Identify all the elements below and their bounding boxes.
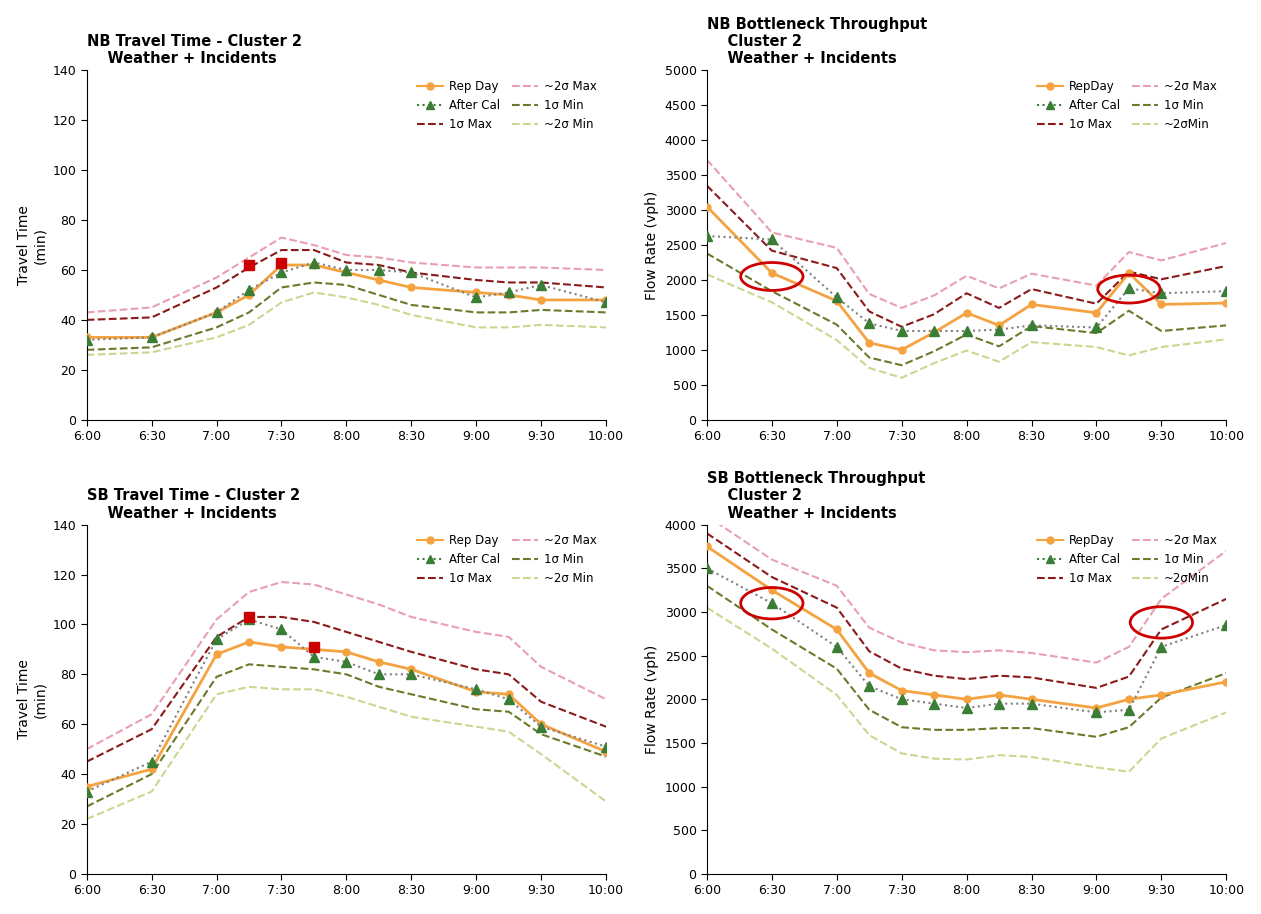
- Text: SB Travel Time - Cluster 2
    Weather + Incidents: SB Travel Time - Cluster 2 Weather + Inc…: [87, 488, 300, 521]
- Text: NB Travel Time - Cluster 2
    Weather + Incidents: NB Travel Time - Cluster 2 Weather + Inc…: [87, 34, 301, 67]
- Legend: RepDay, After Cal, 1σ Max, ~2σ Max, 1σ Min, ~2σMin: RepDay, After Cal, 1σ Max, ~2σ Max, 1σ M…: [1034, 530, 1221, 589]
- Text: SB Bottleneck Throughput
    Cluster 2
    Weather + Incidents: SB Bottleneck Throughput Cluster 2 Weath…: [707, 471, 926, 521]
- Text: NB Bottleneck Throughput
    Cluster 2
    Weather + Incidents: NB Bottleneck Throughput Cluster 2 Weath…: [707, 16, 927, 67]
- Legend: RepDay, After Cal, 1σ Max, ~2σ Max, 1σ Min, ~2σMin: RepDay, After Cal, 1σ Max, ~2σ Max, 1σ M…: [1034, 76, 1221, 134]
- Legend: Rep Day, After Cal, 1σ Max, ~2σ Max, 1σ Min, ~2σ Min: Rep Day, After Cal, 1σ Max, ~2σ Max, 1σ …: [414, 76, 600, 134]
- Y-axis label: Travel Time
(min): Travel Time (min): [16, 659, 47, 739]
- Legend: Rep Day, After Cal, 1σ Max, ~2σ Max, 1σ Min, ~2σ Min: Rep Day, After Cal, 1σ Max, ~2σ Max, 1σ …: [414, 530, 600, 589]
- Y-axis label: Flow Rate (vph): Flow Rate (vph): [646, 644, 660, 754]
- Y-axis label: Travel Time
(min): Travel Time (min): [16, 205, 47, 285]
- Y-axis label: Flow Rate (vph): Flow Rate (vph): [644, 190, 660, 300]
